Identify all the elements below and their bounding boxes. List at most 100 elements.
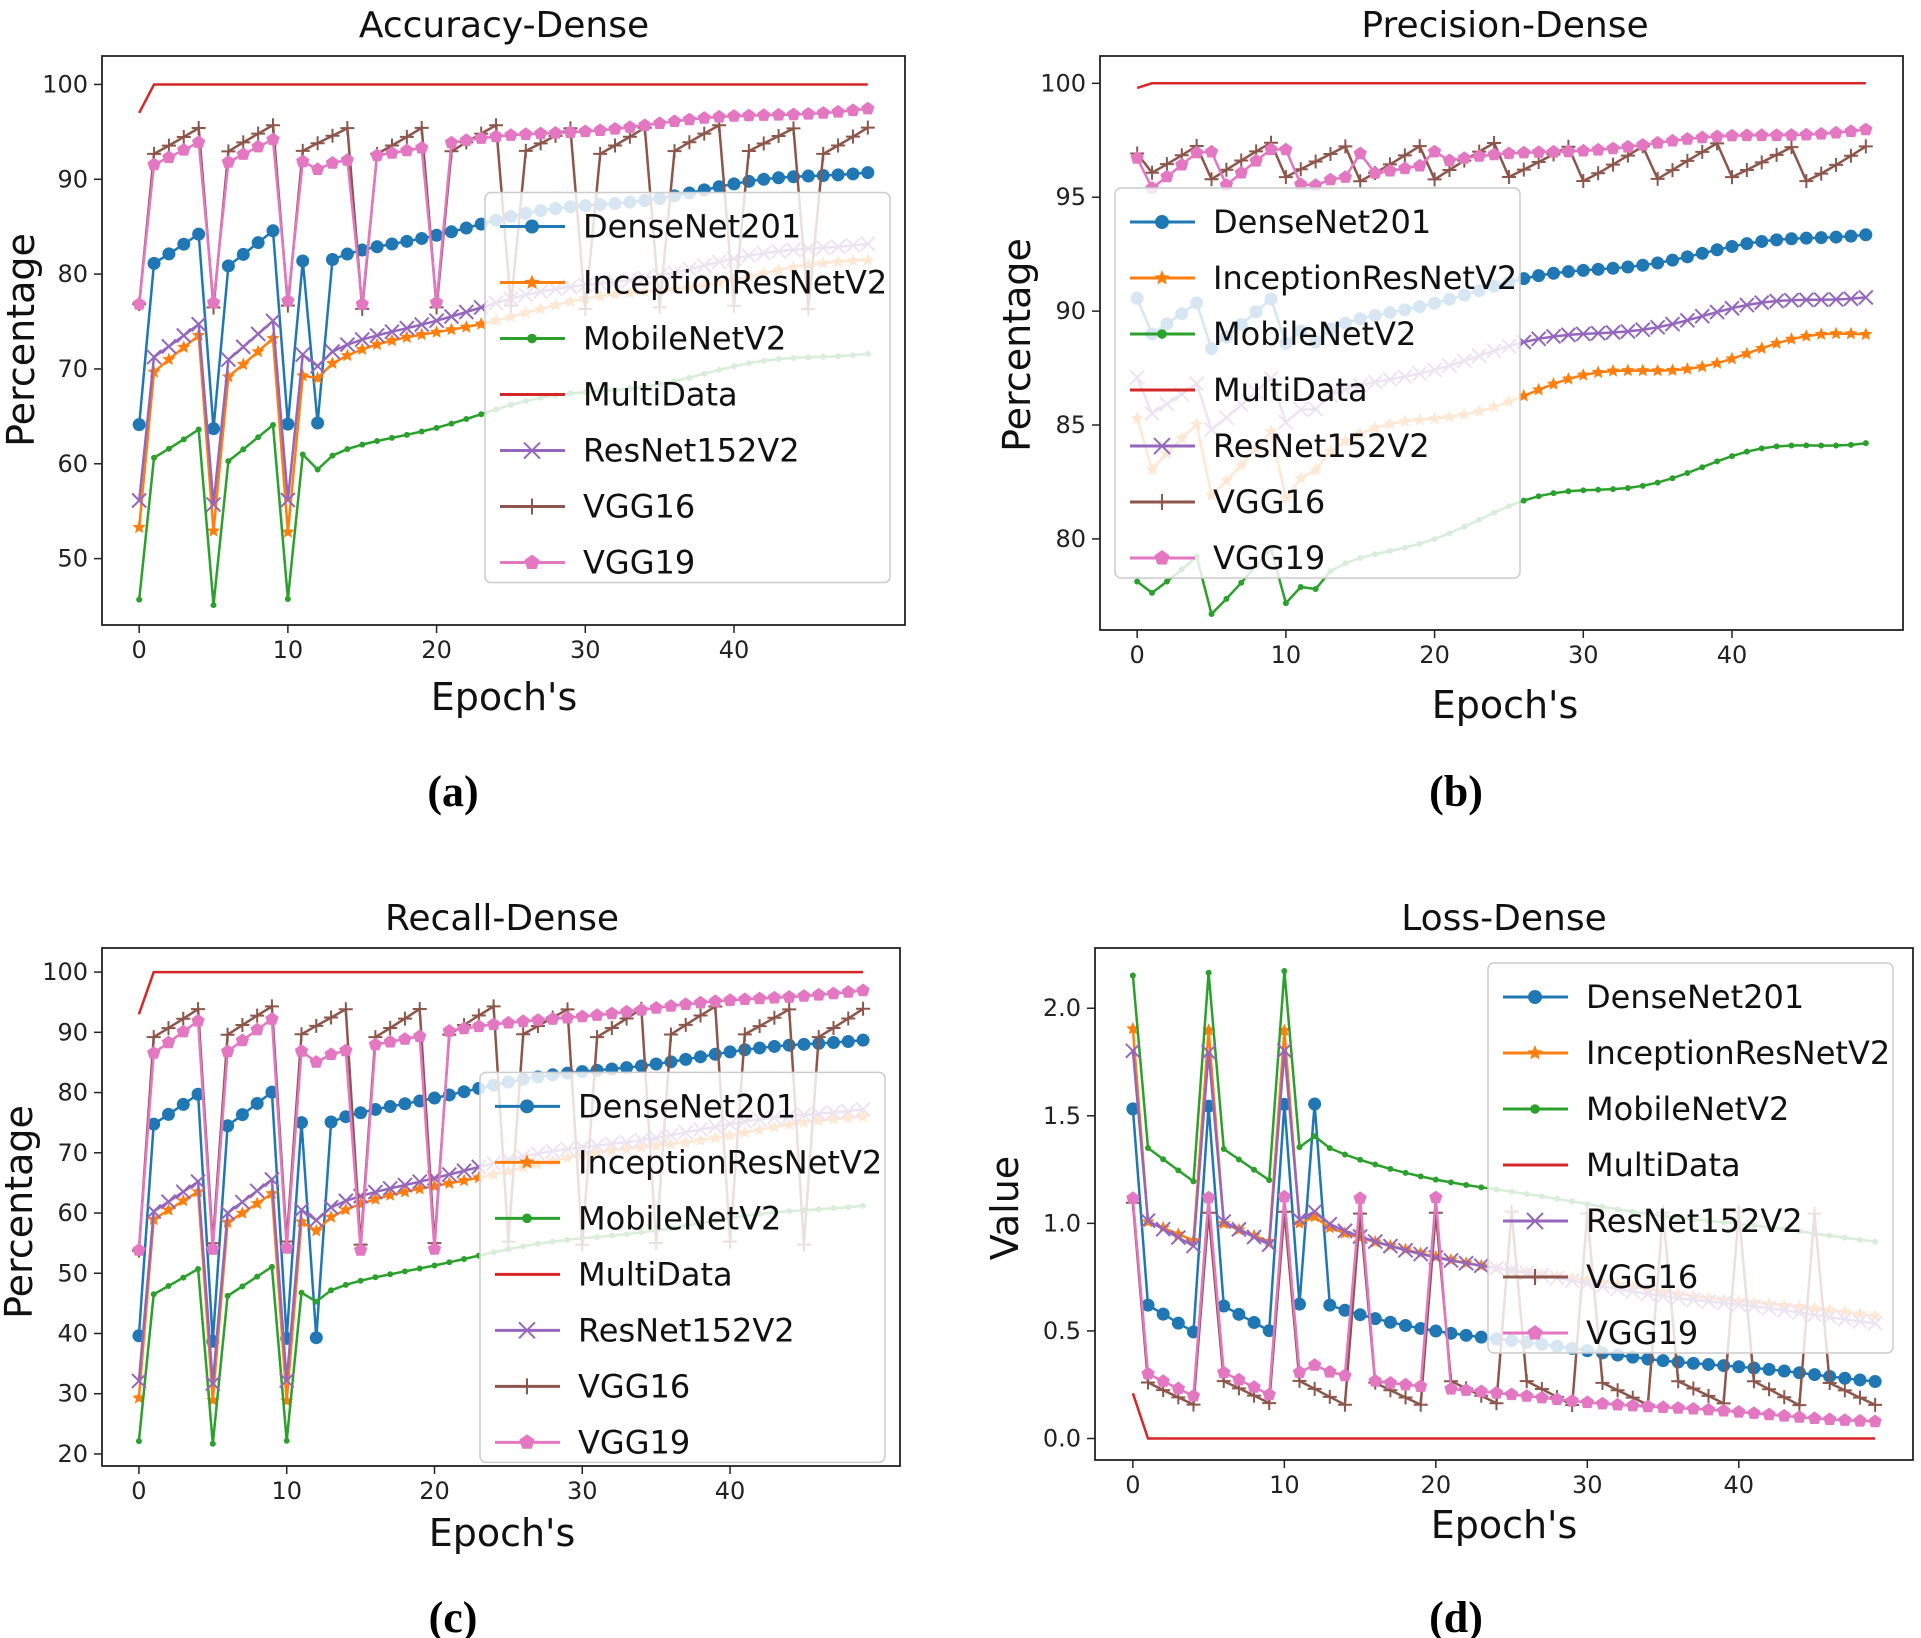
point-c-vgg16-1 — [146, 1030, 161, 1045]
point-b-vgg19-48 — [1844, 124, 1858, 137]
point-c-vgg19-24 — [487, 1017, 501, 1031]
point-b-vgg16-46 — [1814, 166, 1829, 181]
legend-box-c — [479, 1071, 886, 1464]
point-a-vgg16-18 — [399, 129, 414, 144]
point-a-inceptionresnetv2-22 — [459, 320, 473, 333]
point-a-inceptionresnetv2-0 — [132, 520, 146, 534]
point-d-vgg19-14 — [1338, 1368, 1352, 1382]
y-tick-label-a-4: 90 — [57, 165, 88, 193]
point-b-vgg19-11 — [1294, 177, 1308, 191]
point-c-mobilenetv2-14 — [342, 1281, 349, 1288]
point-c-vgg16-43 — [767, 1010, 782, 1025]
point-b-vgg16-44 — [1784, 140, 1799, 155]
point-b-inceptionresnetv2-47 — [1829, 326, 1843, 340]
point-b-resnet152v2-29 — [1560, 327, 1577, 343]
point-b-mobilenetv2-27 — [1535, 493, 1542, 500]
point-a-mobilenetv2-1 — [151, 454, 158, 461]
point-d-densenet201-14 — [1338, 1303, 1352, 1317]
point-a-mobilenetv2-10 — [284, 595, 291, 602]
point-a-vgg16-19 — [414, 120, 429, 135]
point-c-vgg19-11 — [294, 1044, 309, 1057]
point-d-vgg19-25 — [1504, 1387, 1519, 1401]
legend-marker-c-vgg19 — [519, 1434, 535, 1449]
point-c-densenet201-8 — [250, 1096, 264, 1110]
y-tick-label-a-2: 70 — [57, 355, 88, 383]
point-d-resnet152v2-8 — [1246, 1229, 1262, 1245]
point-c-vgg19-45 — [797, 989, 811, 1002]
point-b-densenet201-34 — [1636, 258, 1650, 272]
point-c-mobilenetv2-0 — [135, 1438, 142, 1445]
legend-label-c-vgg16: VGG16 — [578, 1367, 690, 1405]
point-b-vgg19-9 — [1264, 142, 1278, 156]
point-c-vgg16-26 — [516, 1027, 531, 1042]
point-b-vgg19-34 — [1636, 138, 1650, 151]
point-b-densenet201-38 — [1695, 246, 1709, 260]
point-d-vgg19-35 — [1656, 1400, 1670, 1413]
point-c-resnet152v2-12 — [308, 1212, 324, 1228]
point-a-resnet152v2-13 — [324, 343, 341, 360]
point-d-vgg16-31 — [1595, 1375, 1610, 1390]
point-b-inceptionresnetv2-26 — [1517, 388, 1531, 402]
point-b-densenet201-32 — [1606, 261, 1620, 275]
x-tick-label-b-30: 30 — [1568, 641, 1599, 669]
panel-d: Loss-Dense 0 10 20 30 40 0.0 0.5 1.0 1.5 2.0 Dense… — [983, 898, 1914, 1638]
point-b-densenet201-41 — [1740, 237, 1754, 251]
point-b-inceptionresnetv2-49 — [1859, 327, 1873, 341]
point-d-densenet201-15 — [1353, 1308, 1367, 1322]
point-d-mobilenetv2-0 — [1129, 972, 1136, 979]
point-a-vgg19-9 — [266, 132, 280, 146]
point-d-vgg19-43 — [1777, 1408, 1791, 1422]
point-c-vgg19-46 — [812, 987, 826, 1001]
axes-frame-c — [101, 947, 901, 1467]
legend-marker-a-vgg19 — [524, 554, 540, 569]
point-b-densenet201-29 — [1561, 265, 1575, 279]
point-d-resnet152v2-22 — [1458, 1255, 1474, 1271]
point-b-vgg19-40 — [1725, 128, 1739, 142]
point-b-resnet152v2-34 — [1635, 322, 1651, 338]
point-b-vgg16-25 — [1501, 170, 1516, 185]
point-d-densenet201-17 — [1383, 1315, 1397, 1329]
point-b-inceptionresnetv2-32 — [1606, 364, 1620, 377]
point-c-inceptionresnetv2-2 — [161, 1203, 176, 1216]
point-b-mobilenetv2-28 — [1550, 490, 1557, 497]
point-d-vgg19-16 — [1368, 1373, 1382, 1387]
point-a-vgg16-14 — [340, 121, 355, 136]
point-d-vgg19-26 — [1520, 1389, 1534, 1402]
y-tick-label-c-7: 90 — [57, 1018, 88, 1046]
point-d-densenet201-18 — [1399, 1319, 1413, 1333]
point-a-mobilenetv2-16 — [374, 438, 381, 445]
point-a-vgg19-10 — [281, 293, 295, 307]
legend-label-b-multidata: MultiData — [1213, 371, 1368, 409]
point-d-resnet152v2-11 — [1291, 1212, 1308, 1228]
point-a-vgg19-4 — [192, 135, 206, 148]
x-tick-label-c-30: 30 — [567, 1477, 598, 1505]
point-c-resnet152v2-11 — [293, 1202, 310, 1218]
legend-box-b — [1114, 187, 1521, 579]
point-d-vgg19-15 — [1353, 1191, 1367, 1204]
point-a-mobilenetv2-19 — [418, 428, 425, 435]
y-tick-label-c-2: 40 — [57, 1319, 88, 1347]
point-d-resnet152v2-4 — [1185, 1238, 1202, 1254]
point-a-inceptionresnetv2-10 — [281, 525, 295, 538]
point-b-vgg19-5 — [1204, 144, 1219, 158]
y-tick-label-b-4: 100 — [1040, 69, 1086, 97]
point-b-mobilenetv2-39 — [1714, 458, 1721, 465]
point-d-vgg19-39 — [1717, 1403, 1731, 1417]
y-tick-label-d-1: 0.5 — [1043, 1317, 1081, 1345]
point-b-inceptionresnetv2-31 — [1591, 365, 1605, 379]
point-d-vgg19-10 — [1277, 1189, 1291, 1203]
point-c-vgg16-36 — [663, 1027, 678, 1042]
point-a-mobilenetv2-3 — [180, 436, 187, 443]
point-c-vgg16-6 — [220, 1027, 235, 1042]
point-d-vgg19-32 — [1611, 1397, 1625, 1411]
point-c-densenet201-33 — [620, 1061, 634, 1075]
point-d-resnet152v2-21 — [1443, 1252, 1459, 1269]
point-c-vgg19-41 — [738, 992, 752, 1005]
point-c-vgg16-12 — [309, 1018, 324, 1033]
point-c-vgg19-18 — [398, 1032, 412, 1045]
point-b-vgg16-7 — [1234, 153, 1249, 168]
point-a-vgg19-5 — [206, 295, 221, 309]
point-d-densenet201-16 — [1368, 1312, 1382, 1326]
point-a-vgg19-45 — [801, 107, 815, 120]
x-axis-label-d: Epoch's — [1431, 1503, 1578, 1547]
